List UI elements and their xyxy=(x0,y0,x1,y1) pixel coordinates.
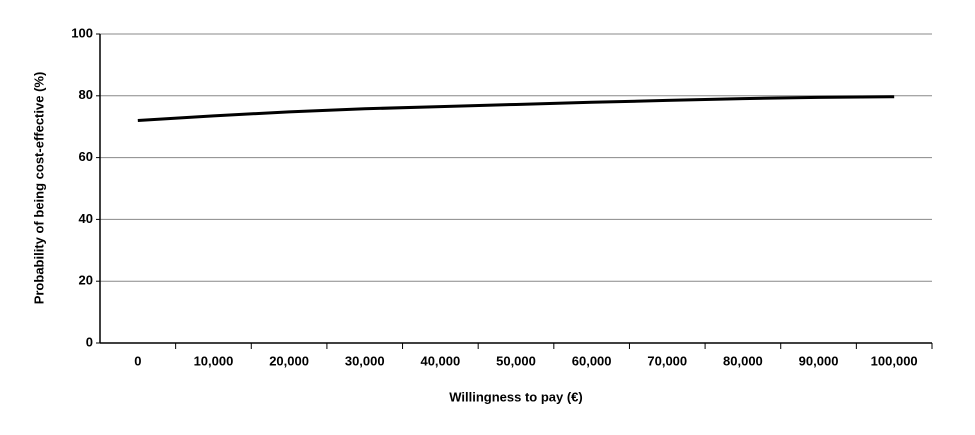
x-tick-label: 10,000 xyxy=(194,353,234,368)
x-tick-label: 40,000 xyxy=(420,353,460,368)
x-tick-label: 70,000 xyxy=(647,353,687,368)
y-axis-title: Probability of being cost-effective (%) xyxy=(31,72,46,305)
x-tick-label: 90,000 xyxy=(799,353,839,368)
x-tick-label: 80,000 xyxy=(723,353,763,368)
y-tick-label: 60 xyxy=(79,149,93,164)
x-tick-label: 50,000 xyxy=(496,353,536,368)
y-tick-label: 40 xyxy=(79,211,93,226)
data-line xyxy=(137,95,895,123)
x-tick-label: 20,000 xyxy=(269,353,309,368)
x-tick-label: 100,000 xyxy=(871,353,918,368)
y-tick-label: 20 xyxy=(79,273,93,288)
y-tick-label: 0 xyxy=(86,334,93,349)
x-tick-label: 60,000 xyxy=(572,353,612,368)
x-tick-label: 0 xyxy=(134,353,141,368)
x-axis-title: Willingness to pay (€) xyxy=(449,389,583,404)
x-tick-label: 30,000 xyxy=(345,353,385,368)
y-tick-label: 80 xyxy=(79,87,93,102)
y-tick-label: 100 xyxy=(71,25,93,40)
